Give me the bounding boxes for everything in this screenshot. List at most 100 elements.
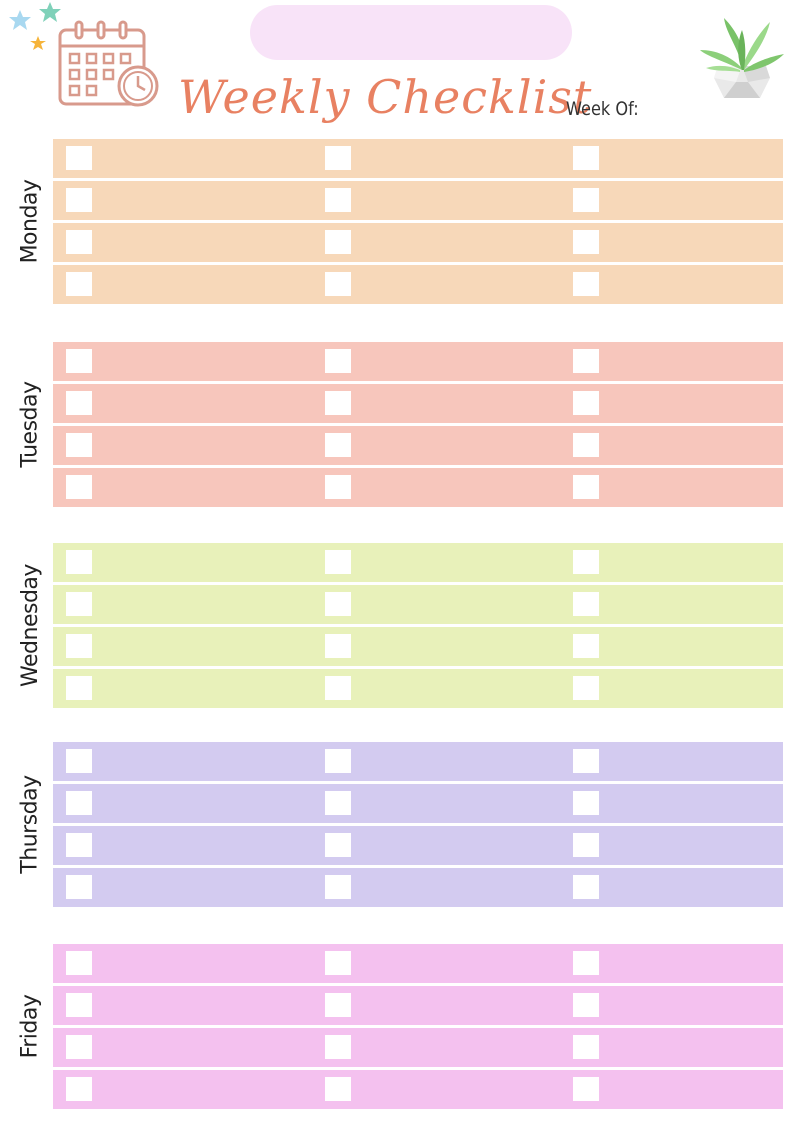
checklist-row[interactable] bbox=[53, 139, 783, 178]
checkbox[interactable] bbox=[573, 146, 599, 170]
checkbox[interactable] bbox=[66, 146, 92, 170]
day-label: Monday bbox=[15, 147, 45, 297]
checkbox[interactable] bbox=[66, 475, 92, 499]
calendar-clock-icon bbox=[58, 20, 159, 107]
day-section-wednesday bbox=[53, 543, 783, 708]
checklist-row[interactable] bbox=[53, 944, 783, 983]
checklist-row[interactable] bbox=[53, 868, 783, 907]
checkbox[interactable] bbox=[325, 951, 351, 975]
checkbox[interactable] bbox=[573, 749, 599, 773]
checkbox[interactable] bbox=[325, 833, 351, 857]
checkbox[interactable] bbox=[66, 1035, 92, 1059]
day-label: Thursday bbox=[15, 750, 45, 900]
checkbox[interactable] bbox=[66, 349, 92, 373]
checkbox[interactable] bbox=[66, 791, 92, 815]
checkbox[interactable] bbox=[573, 833, 599, 857]
checkbox[interactable] bbox=[325, 993, 351, 1017]
checkbox[interactable] bbox=[325, 592, 351, 616]
checkbox[interactable] bbox=[66, 188, 92, 212]
day-label-text: Monday bbox=[17, 179, 43, 264]
checkbox[interactable] bbox=[573, 272, 599, 296]
checkbox[interactable] bbox=[66, 592, 92, 616]
checkbox[interactable] bbox=[66, 951, 92, 975]
checkbox[interactable] bbox=[573, 1035, 599, 1059]
checkbox[interactable] bbox=[66, 1077, 92, 1101]
day-label: Friday bbox=[15, 952, 45, 1102]
checkbox[interactable] bbox=[325, 349, 351, 373]
checkbox[interactable] bbox=[325, 749, 351, 773]
checkbox[interactable] bbox=[325, 433, 351, 457]
checkbox[interactable] bbox=[573, 188, 599, 212]
checklist-row[interactable] bbox=[53, 669, 783, 708]
checkbox[interactable] bbox=[325, 1077, 351, 1101]
checkbox[interactable] bbox=[66, 550, 92, 574]
day-section-thursday bbox=[53, 742, 783, 907]
checkbox[interactable] bbox=[573, 230, 599, 254]
checkbox[interactable] bbox=[66, 749, 92, 773]
checklist-row[interactable] bbox=[53, 468, 783, 507]
checkbox[interactable] bbox=[66, 272, 92, 296]
checkbox[interactable] bbox=[66, 391, 92, 415]
checkbox[interactable] bbox=[573, 993, 599, 1017]
day-label-text: Tuesday bbox=[17, 381, 43, 468]
checkbox[interactable] bbox=[573, 391, 599, 415]
checkbox[interactable] bbox=[325, 272, 351, 296]
checkbox[interactable] bbox=[573, 791, 599, 815]
checklist-row[interactable] bbox=[53, 1070, 783, 1109]
checkbox[interactable] bbox=[66, 676, 92, 700]
checkbox[interactable] bbox=[325, 634, 351, 658]
day-label-text: Wednesday bbox=[17, 564, 43, 687]
checkbox[interactable] bbox=[573, 475, 599, 499]
checkbox[interactable] bbox=[66, 833, 92, 857]
day-label: Wednesday bbox=[15, 551, 45, 701]
checklist-row[interactable] bbox=[53, 826, 783, 865]
checklist-row[interactable] bbox=[53, 265, 783, 304]
checkbox[interactable] bbox=[573, 951, 599, 975]
checklist-row[interactable] bbox=[53, 627, 783, 666]
checkbox[interactable] bbox=[573, 433, 599, 457]
day-label: Tuesday bbox=[15, 350, 45, 500]
day-section-tuesday bbox=[53, 342, 783, 507]
checkbox[interactable] bbox=[573, 550, 599, 574]
day-section-friday bbox=[53, 944, 783, 1109]
checkbox[interactable] bbox=[325, 188, 351, 212]
checkbox[interactable] bbox=[66, 433, 92, 457]
checklist-row[interactable] bbox=[53, 986, 783, 1025]
checklist-row[interactable] bbox=[53, 784, 783, 823]
checkbox[interactable] bbox=[66, 993, 92, 1017]
checklist-row[interactable] bbox=[53, 384, 783, 423]
checklist-row[interactable] bbox=[53, 426, 783, 465]
checkbox[interactable] bbox=[325, 146, 351, 170]
checkbox[interactable] bbox=[325, 475, 351, 499]
week-of-field-banner bbox=[250, 5, 572, 60]
checkbox[interactable] bbox=[573, 592, 599, 616]
checklist-row[interactable] bbox=[53, 742, 783, 781]
checkbox[interactable] bbox=[66, 634, 92, 658]
checklist-row[interactable] bbox=[53, 223, 783, 262]
checkbox[interactable] bbox=[325, 676, 351, 700]
checkbox[interactable] bbox=[573, 349, 599, 373]
checkbox[interactable] bbox=[325, 791, 351, 815]
checkbox[interactable] bbox=[573, 875, 599, 899]
checklist-row[interactable] bbox=[53, 543, 783, 582]
checkbox[interactable] bbox=[325, 1035, 351, 1059]
checkbox[interactable] bbox=[325, 550, 351, 574]
checklist-row[interactable] bbox=[53, 1028, 783, 1067]
star-icon bbox=[39, 2, 61, 22]
checkbox[interactable] bbox=[325, 391, 351, 415]
day-section-monday bbox=[53, 139, 783, 304]
day-label-text: Thursday bbox=[17, 775, 43, 874]
checkbox[interactable] bbox=[325, 230, 351, 254]
stars-decoration-icon bbox=[9, 2, 61, 50]
checkbox[interactable] bbox=[66, 230, 92, 254]
checklist-row[interactable] bbox=[53, 585, 783, 624]
checkbox[interactable] bbox=[573, 1077, 599, 1101]
checkbox[interactable] bbox=[325, 875, 351, 899]
star-icon bbox=[9, 10, 31, 30]
checkbox[interactable] bbox=[66, 875, 92, 899]
checklist-row[interactable] bbox=[53, 342, 783, 381]
checklist-row[interactable] bbox=[53, 181, 783, 220]
checkbox[interactable] bbox=[573, 634, 599, 658]
checkbox[interactable] bbox=[573, 676, 599, 700]
potted-plant-icon bbox=[700, 18, 784, 98]
